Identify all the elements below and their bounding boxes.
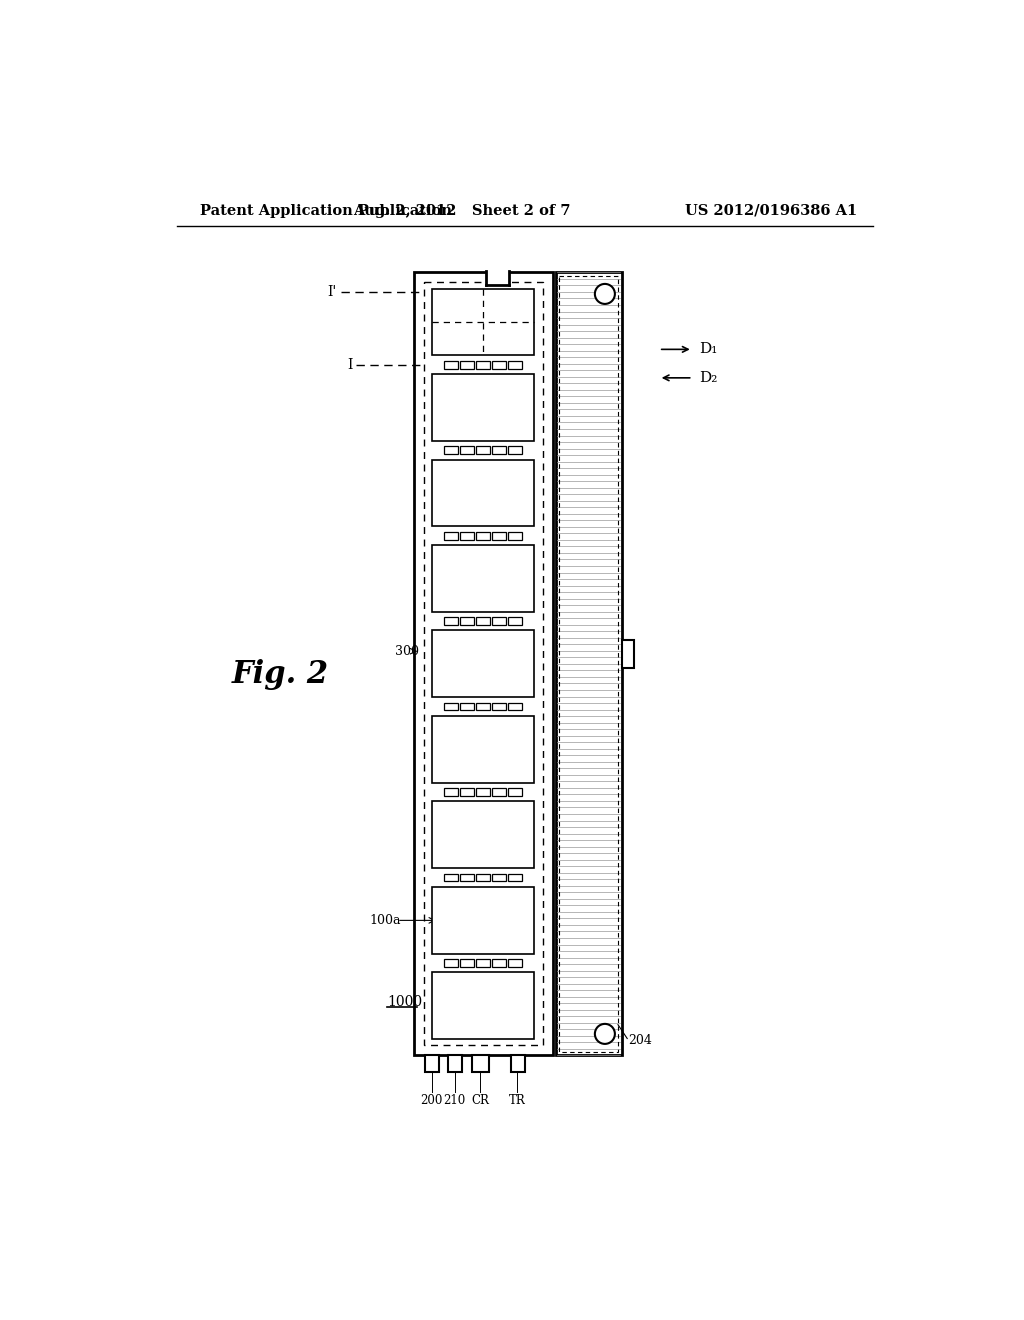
Bar xyxy=(493,360,506,368)
Bar xyxy=(461,788,474,796)
Text: D₂: D₂ xyxy=(698,371,717,385)
Bar xyxy=(461,702,474,710)
Bar xyxy=(461,874,474,882)
Bar xyxy=(508,874,522,882)
Bar xyxy=(432,289,535,355)
Bar xyxy=(486,271,509,286)
Bar xyxy=(508,446,522,454)
Bar xyxy=(425,1056,438,1072)
Bar xyxy=(432,631,535,697)
Text: 200: 200 xyxy=(421,1094,442,1107)
Bar xyxy=(476,532,490,540)
Text: 210: 210 xyxy=(443,1094,466,1107)
Text: I': I' xyxy=(328,285,337,300)
Bar xyxy=(559,276,617,1052)
Bar xyxy=(493,960,506,968)
Text: 300: 300 xyxy=(395,644,420,657)
Text: US 2012/0196386 A1: US 2012/0196386 A1 xyxy=(685,203,857,218)
Bar xyxy=(432,715,535,783)
Bar xyxy=(444,874,459,882)
Bar xyxy=(476,874,490,882)
Bar xyxy=(472,1056,489,1072)
Bar xyxy=(622,640,634,668)
Bar xyxy=(461,360,474,368)
Text: Fig. 2: Fig. 2 xyxy=(232,659,330,690)
Bar xyxy=(432,973,535,1039)
Bar xyxy=(493,446,506,454)
Text: Patent Application Publication: Patent Application Publication xyxy=(200,203,452,218)
Bar xyxy=(461,960,474,968)
Bar xyxy=(414,272,553,1056)
Text: TR: TR xyxy=(509,1094,525,1107)
Bar xyxy=(493,532,506,540)
Bar xyxy=(424,282,543,1045)
Bar xyxy=(432,801,535,869)
Bar xyxy=(444,532,459,540)
Bar xyxy=(447,1056,462,1072)
Bar xyxy=(476,960,490,968)
Bar xyxy=(508,532,522,540)
Bar xyxy=(556,272,622,1056)
Bar xyxy=(511,1056,524,1072)
Bar xyxy=(493,874,506,882)
Text: I: I xyxy=(347,358,352,372)
Bar xyxy=(432,545,535,612)
Text: Aug. 2, 2012   Sheet 2 of 7: Aug. 2, 2012 Sheet 2 of 7 xyxy=(353,203,570,218)
Text: 204: 204 xyxy=(628,1034,652,1047)
Bar xyxy=(461,446,474,454)
Bar xyxy=(508,360,522,368)
Bar xyxy=(493,618,506,624)
Bar xyxy=(461,618,474,624)
Bar xyxy=(476,446,490,454)
Bar xyxy=(444,446,459,454)
Bar xyxy=(508,618,522,624)
Text: 100a: 100a xyxy=(370,913,400,927)
Bar xyxy=(493,788,506,796)
Bar xyxy=(508,960,522,968)
Bar xyxy=(444,788,459,796)
Bar xyxy=(432,459,535,527)
Bar xyxy=(476,788,490,796)
Text: CR: CR xyxy=(471,1094,489,1107)
Bar xyxy=(508,702,522,710)
Bar xyxy=(461,532,474,540)
Bar xyxy=(444,960,459,968)
Bar xyxy=(444,360,459,368)
Bar xyxy=(493,702,506,710)
Bar xyxy=(444,618,459,624)
Bar xyxy=(476,360,490,368)
Bar xyxy=(432,374,535,441)
Bar xyxy=(476,702,490,710)
Bar xyxy=(476,618,490,624)
Circle shape xyxy=(595,1024,614,1044)
Bar xyxy=(432,887,535,954)
Bar xyxy=(508,788,522,796)
Bar xyxy=(444,702,459,710)
Text: D₁: D₁ xyxy=(698,342,717,356)
Circle shape xyxy=(595,284,614,304)
Text: 1000: 1000 xyxy=(387,994,422,1008)
